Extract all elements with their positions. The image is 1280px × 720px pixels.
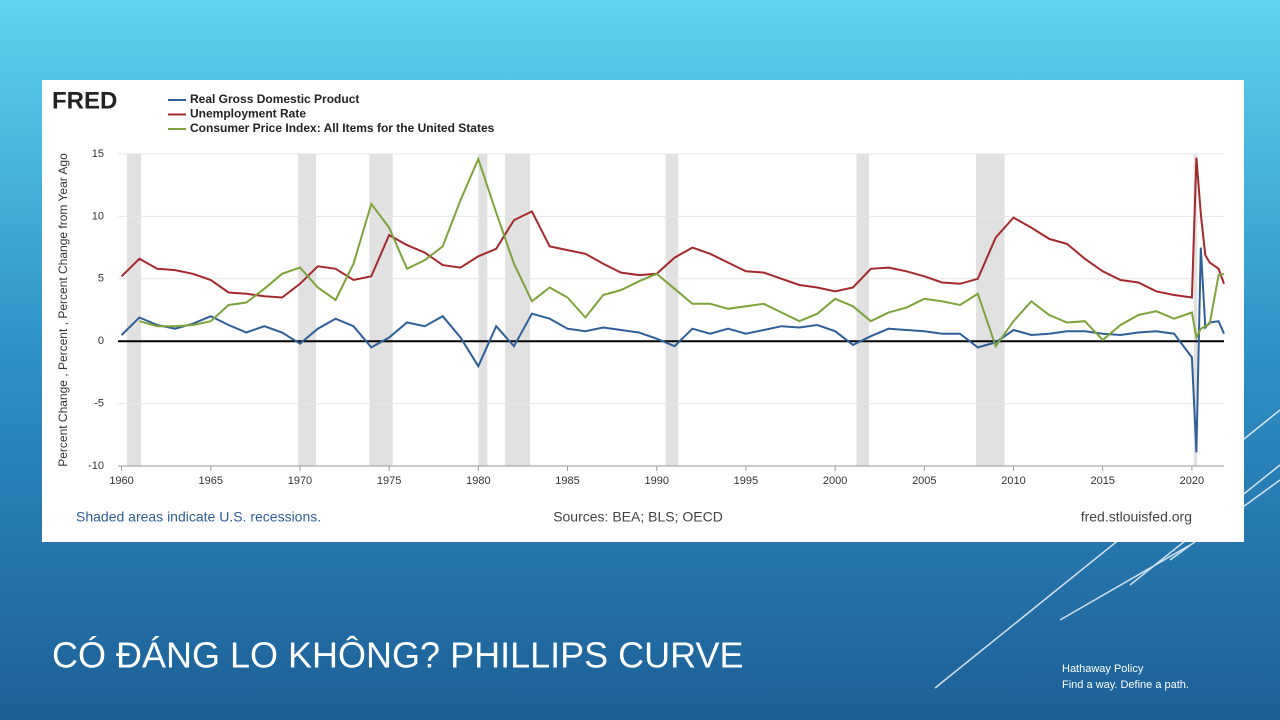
recession-band [976, 154, 1005, 466]
series-line [120, 247, 1225, 453]
series-line [139, 156, 1225, 349]
recession-band [665, 154, 679, 466]
brand: Hathaway Policy [1062, 663, 1144, 675]
y-tick-label: 5 [98, 273, 104, 285]
x-tick-label: 1980 [466, 475, 490, 487]
legend-label: Real Gross Domestic Product [190, 92, 359, 106]
x-tick-label: 1985 [555, 475, 579, 487]
x-tick-label: 1970 [288, 475, 312, 487]
y-tick-label: -5 [94, 398, 104, 410]
slide-title: CÓ ĐÁNG LO KHÔNG? PHILLIPS CURVE [52, 635, 744, 676]
y-tick-label: 10 [92, 210, 104, 222]
logo: FRED [52, 87, 117, 114]
y-tick-label: 0 [98, 335, 104, 347]
tagline: Find a way. Define a path. [1062, 679, 1189, 691]
recession-band [369, 154, 393, 466]
y-tick-label: -10 [88, 460, 104, 472]
x-tick-label: 1975 [377, 475, 401, 487]
footnote: Shaded areas indicate U.S. recessions. [76, 509, 321, 525]
recession-band [126, 154, 142, 466]
x-tick-label: 2005 [912, 475, 936, 487]
site: fred.stlouisfed.org [1081, 509, 1192, 525]
x-tick-label: 2010 [1001, 475, 1025, 487]
recession-band [505, 154, 531, 466]
x-tick-label: 2015 [1090, 475, 1114, 487]
x-tick-label: 1995 [734, 475, 758, 487]
x-tick-label: 2020 [1180, 475, 1204, 487]
recession-band [298, 154, 317, 466]
x-tick-label: 1965 [199, 475, 223, 487]
legend-label: Consumer Price Index: All Items for the … [190, 121, 495, 135]
x-tick-label: 1990 [644, 475, 668, 487]
y-tick-label: 15 [92, 148, 104, 160]
x-tick-label: 2000 [823, 475, 847, 487]
y-axis-label: Percent Change , Percent , Percent Chang… [56, 153, 70, 467]
sources: Sources: BEA; BLS; OECD [553, 509, 723, 525]
legend-label: Unemployment Rate [190, 107, 306, 121]
x-tick-label: 1960 [109, 475, 133, 487]
recession-band [856, 154, 870, 466]
series-line [120, 157, 1225, 299]
recession-band [1193, 154, 1198, 466]
recession-band [478, 154, 488, 466]
